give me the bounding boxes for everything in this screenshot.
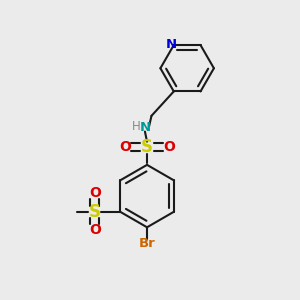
Text: O: O (89, 186, 101, 200)
Text: S: S (89, 203, 101, 221)
Text: H: H (132, 120, 140, 133)
Text: N: N (166, 38, 177, 51)
Text: O: O (89, 224, 101, 237)
Text: N: N (140, 121, 151, 134)
Text: Br: Br (139, 237, 155, 250)
Text: O: O (164, 140, 175, 154)
Text: S: S (141, 138, 153, 156)
Text: O: O (119, 140, 131, 154)
